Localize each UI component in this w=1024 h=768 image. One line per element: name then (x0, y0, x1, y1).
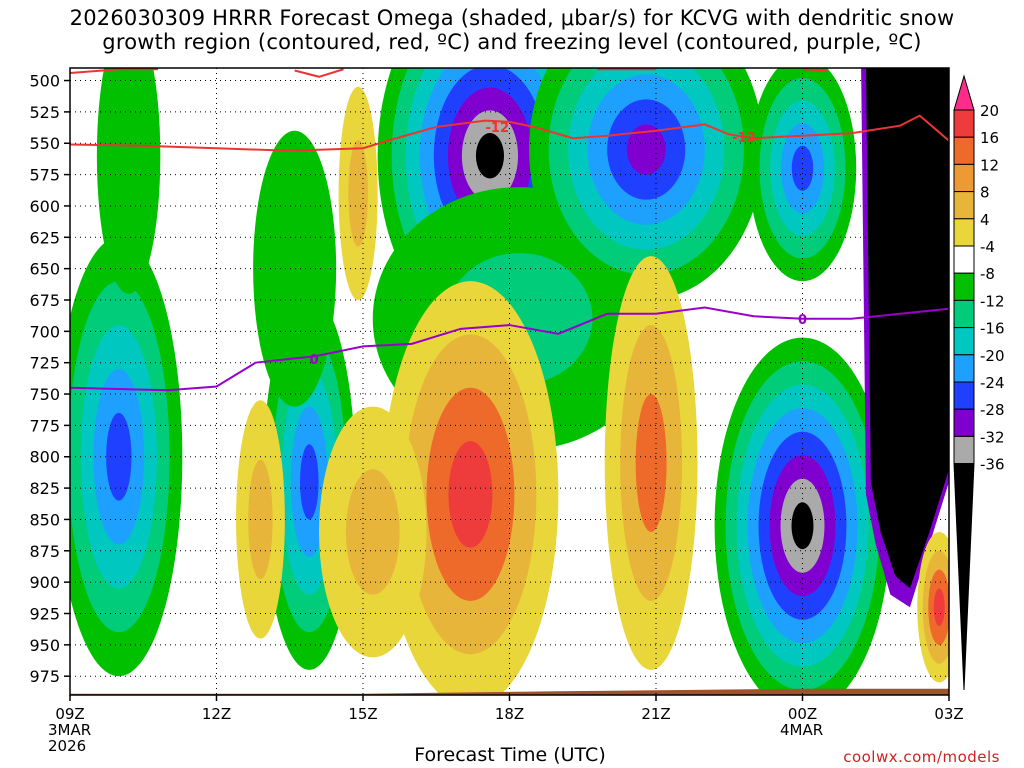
omega-descent-21z-layer-3 (635, 394, 667, 532)
colorbar-segment-5 (953, 218, 975, 247)
colorbar-label-11: -24 (980, 374, 1005, 392)
y-tick-label-750: 750 (29, 385, 60, 404)
y-tick-label-525: 525 (29, 103, 60, 122)
omega-descent-03z-layer-4 (933, 588, 945, 627)
x-tick-label-09Z: 09Z (55, 705, 84, 723)
omega-descent-15z-layer-2 (345, 469, 400, 595)
colorbar-segment-6 (953, 245, 975, 274)
omega-ascent-21z-layer-6 (626, 124, 666, 175)
colorbar-segment-7 (953, 272, 975, 301)
surface-band (70, 688, 949, 695)
axis-ticks: 500 525 550 575 600 625 650 675 700 725 750 775 800 8… (29, 72, 963, 723)
y-tick-label-800: 800 (29, 448, 60, 467)
y-tick-label-650: 650 (29, 260, 60, 279)
colorbar-segment-13 (953, 435, 975, 465)
colorbar: 20 16 12 8 4 -4 -8 -12 -16 -20 -24 -28 -32 -36 (953, 74, 1005, 691)
colorbar-label-8: -12 (980, 292, 1005, 310)
omega-ascent-14z-upper-layer-1 (253, 130, 337, 407)
y-tick-label-850: 850 (29, 510, 60, 529)
freezing-contour-label-1: 0 (310, 353, 319, 368)
x-tick-label-15Z: 15Z (348, 705, 377, 723)
colorbar-segment-1 (953, 109, 975, 138)
y-tick-label-500: 500 (29, 72, 60, 91)
y-tick-label-575: 575 (29, 166, 60, 185)
colorbar-label-14: -36 (980, 456, 1005, 474)
y-tick-label-925: 925 (29, 604, 60, 623)
date-day-3mar: 3MAR (48, 721, 92, 739)
y-tick-label-600: 600 (29, 197, 60, 216)
x-tick-label-18Z: 18Z (495, 705, 524, 723)
y-tick-label-875: 875 (29, 542, 60, 561)
omega-ascent-18z-layer-8 (475, 133, 505, 179)
contour-lines: -12 -12 0 0 (70, 68, 949, 392)
y-tick-label-975: 975 (29, 667, 60, 686)
colorbar-label-2: 16 (980, 129, 999, 147)
y-tick-label-625: 625 (29, 228, 60, 247)
colorbar-label-12: -28 (980, 401, 1005, 419)
dendritic-contour-fragment-1 (70, 68, 158, 75)
colorbar-top-triangle (953, 74, 975, 111)
dendritic-contour-fragment-2 (294, 68, 344, 78)
x-tick-label-03Z: 03Z (934, 705, 963, 723)
y-tick-label-950: 950 (29, 636, 60, 655)
colorbar-segment-8 (953, 299, 975, 329)
dendritic-contour (70, 114, 949, 152)
colorbar-label-13: -32 (980, 428, 1005, 446)
colorbar-segment-9 (953, 327, 975, 356)
credit-text: coolwx.com/models (843, 748, 1000, 766)
y-tick-label-900: 900 (29, 573, 60, 592)
colorbar-segment-11 (953, 381, 975, 410)
omega-ascent-09z-layer-5 (106, 412, 132, 501)
date-label-3mar: 3MAR 2026 (48, 722, 91, 754)
date-year-2026: 2026 (48, 737, 87, 755)
dendritic-contour-label-2: -12 (732, 131, 756, 146)
colorbar-bottom-triangle (953, 463, 975, 691)
omega-ascent-09z-upper-layer-1 (96, 68, 161, 294)
colorbar-label-7: -8 (980, 265, 995, 283)
colorbar-segment-3 (953, 163, 975, 193)
colorbar-label-10: -20 (980, 347, 1005, 365)
omega-descent-15z-upper-layer-2 (348, 140, 368, 247)
dendritic-contour-fragment-4 (802, 68, 827, 72)
colorbar-segment-2 (953, 136, 975, 165)
colorbar-segment-12 (953, 408, 975, 437)
colorbar-label-4: 8 (980, 184, 990, 202)
y-tick-label-725: 725 (29, 354, 60, 373)
chart-title: 2026030309 HRRR Forecast Omega (shaded, … (0, 6, 1024, 54)
x-tick-label-21Z: 21Z (641, 705, 670, 723)
title-line-2: growth region (contoured, red, ºC) and f… (102, 30, 922, 54)
colorbar-label-5: 4 (980, 211, 990, 229)
colorbar-label-3: 12 (980, 156, 999, 174)
freezing-contour (70, 306, 949, 392)
colorbar-segment-10 (953, 354, 975, 383)
colorbar-label-6: -4 (980, 238, 995, 256)
title-line-1: 2026030309 HRRR Forecast Omega (shaded, … (69, 6, 955, 30)
colorbar-label-9: -16 (980, 320, 1005, 338)
omega-ascent-14z-layer-5 (300, 444, 319, 520)
colorbar-segment-4 (953, 191, 975, 220)
y-tick-label-825: 825 (29, 479, 60, 498)
x-tick-label-12Z: 12Z (202, 705, 231, 723)
y-tick-label-700: 700 (29, 322, 60, 341)
x-tick-label-00Z: 00Z (788, 705, 817, 723)
x-axis-label: Forecast Time (UTC) (414, 744, 606, 766)
date-label-4mar: 4MAR (780, 721, 824, 739)
omega-descent-18z-layer-4 (448, 441, 493, 548)
plot-frame (69, 67, 950, 696)
freezing-contour-label-2: 0 (798, 313, 807, 328)
omega-ascent-00z-lower-layer-8 (791, 502, 814, 550)
y-tick-label-775: 775 (29, 416, 60, 435)
y-tick-label-550: 550 (29, 134, 60, 153)
omega-strong-ascent-core (865, 68, 949, 589)
y-tick-label-675: 675 (29, 291, 60, 310)
dendritic-contour-label-1: -12 (486, 121, 510, 136)
colorbar-label-1: 20 (980, 102, 999, 120)
